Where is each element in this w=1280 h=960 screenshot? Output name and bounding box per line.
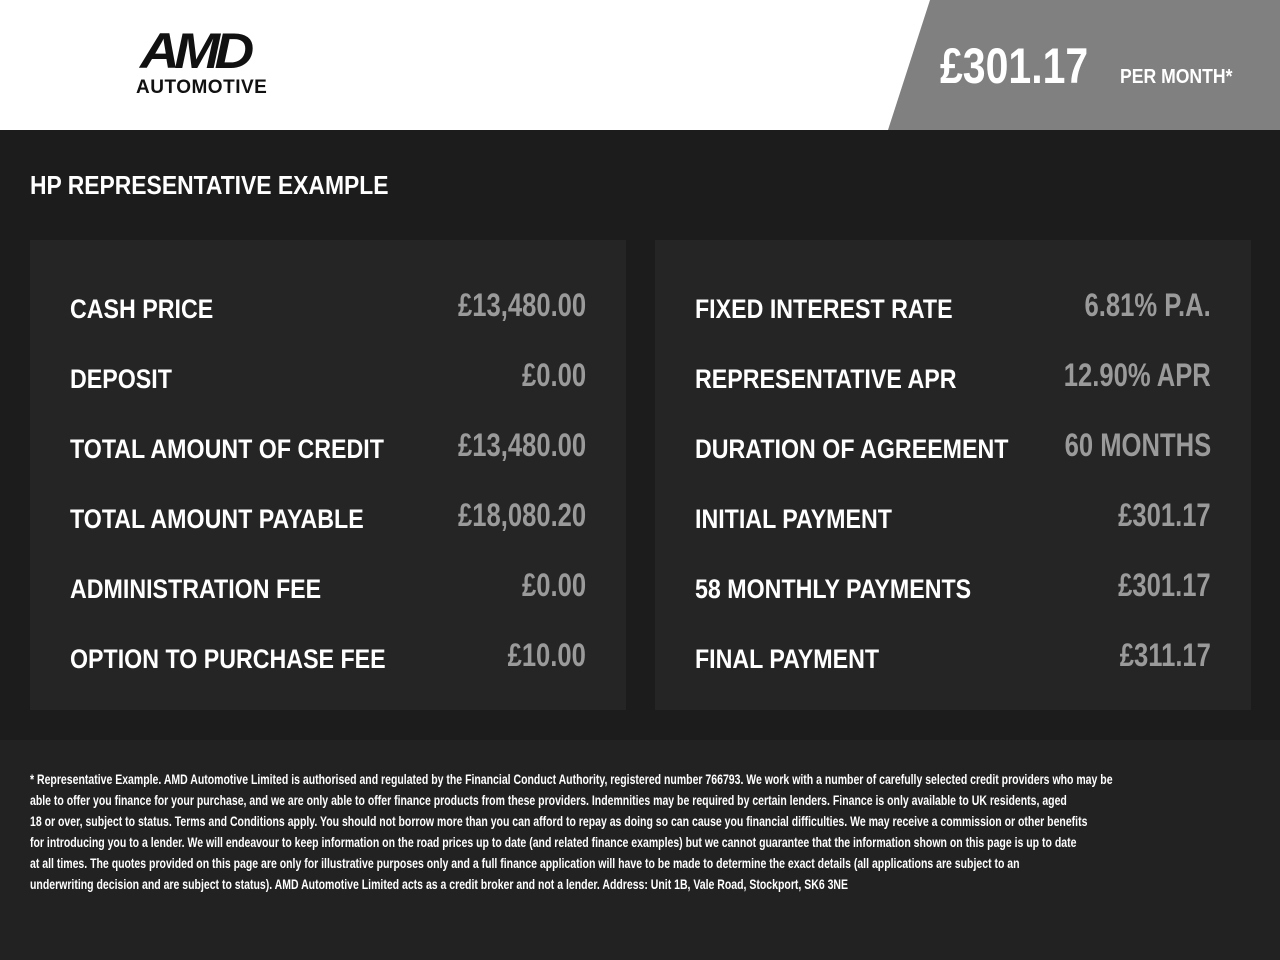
row-value: £0.00: [521, 357, 586, 393]
finance-row: DURATION OF AGREEMENT 60 MONTHS: [695, 427, 1211, 470]
finance-row: TOTAL AMOUNT OF CREDIT £13,480.00: [70, 427, 586, 470]
disclaimer-line: underwriting decision and are subject to…: [30, 876, 849, 892]
finance-row: 58 MONTHLY PAYMENTS £301.17: [695, 567, 1211, 610]
row-value: £18,080.20: [457, 497, 586, 533]
row-label: TOTAL AMOUNT PAYABLE: [70, 504, 364, 534]
row-label: DURATION OF AGREEMENT: [695, 434, 1009, 464]
logo-text: AMD: [140, 23, 254, 79]
row-label: TOTAL AMOUNT OF CREDIT: [70, 434, 384, 464]
finance-row: INITIAL PAYMENT £301.17: [695, 497, 1211, 540]
row-label: 58 MONTHLY PAYMENTS: [695, 574, 972, 604]
disclaimer-line: for introducing you to a lender. We will…: [30, 834, 1077, 850]
disclaimer-line: able to offer you finance for your purch…: [30, 792, 1067, 808]
row-value: £13,480.00: [457, 287, 586, 323]
row-value: 12.90% APR: [1063, 357, 1211, 393]
disclaimer: * Representative Example. AMD Automotive…: [0, 740, 1280, 960]
row-label: DEPOSIT: [70, 364, 172, 394]
amd-automotive-logo: AMD AUTOMOTIVE: [136, 23, 286, 100]
row-label: INITIAL PAYMENT: [695, 504, 892, 534]
row-label: OPTION TO PURCHASE FEE: [70, 644, 386, 674]
left-finance-panel: CASH PRICE £13,480.00 DEPOSIT £0.00 TOTAL AM…: [30, 240, 626, 710]
monthly-price-box: £301.17 PER MONTH*: [888, 0, 1280, 130]
finance-row: DEPOSIT £0.00: [70, 357, 586, 400]
monthly-price: £301.17: [940, 38, 1089, 94]
row-value: £301.17: [1118, 567, 1211, 603]
row-value: £311.17: [1119, 637, 1211, 673]
header: AMD AUTOMOTIVE £301.17 PER MONTH*: [0, 0, 1280, 130]
row-value: £0.00: [521, 567, 586, 603]
disclaimer-line: at all times. The quotes provided on thi…: [30, 855, 1020, 871]
finance-row: OPTION TO PURCHASE FEE £10.00: [70, 637, 586, 680]
disclaimer-line: * Representative Example. AMD Automotive…: [30, 771, 1113, 787]
row-value: £13,480.00: [457, 427, 586, 463]
finance-row: FINAL PAYMENT £311.17: [695, 637, 1211, 680]
row-value: 6.81% P.A.: [1084, 287, 1211, 323]
row-label: ADMINISTRATION FEE: [70, 574, 322, 604]
right-finance-panel: FIXED INTEREST RATE 6.81% P.A. REPRESENTAT…: [655, 240, 1251, 710]
page-title: HP REPRESENTATIVE EXAMPLE: [30, 170, 389, 200]
disclaimer-line: 18 or over, subject to status. Terms and…: [30, 813, 1088, 829]
finance-row: ADMINISTRATION FEE £0.00: [70, 567, 586, 610]
row-label: FINAL PAYMENT: [695, 644, 880, 674]
finance-row: TOTAL AMOUNT PAYABLE £18,080.20: [70, 497, 586, 540]
row-value: £301.17: [1118, 497, 1211, 533]
row-label: REPRESENTATIVE APR: [695, 364, 957, 394]
row-value: £10.00: [507, 637, 586, 673]
row-label: CASH PRICE: [70, 294, 214, 324]
row-label: FIXED INTEREST RATE: [695, 294, 953, 324]
row-value: 60 MONTHS: [1064, 427, 1211, 463]
logo-subtext: AUTOMOTIVE: [136, 77, 268, 98]
finance-row: FIXED INTEREST RATE 6.81% P.A.: [695, 287, 1211, 330]
finance-row: REPRESENTATIVE APR 12.90% APR: [695, 357, 1211, 400]
finance-row: CASH PRICE £13,480.00: [70, 287, 586, 330]
per-month-label: PER MONTH*: [1120, 66, 1233, 88]
